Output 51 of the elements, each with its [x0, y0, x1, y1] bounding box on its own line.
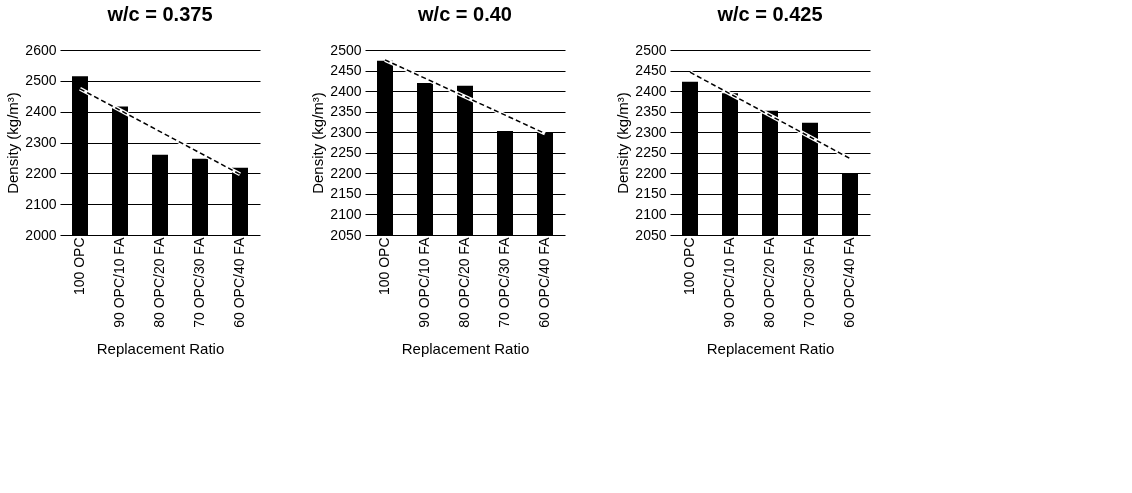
- x-tick-label: 70 OPC/30 FA: [496, 236, 512, 328]
- x-tick-label: 100 OPC: [71, 237, 87, 296]
- y-tick-label: 2100: [330, 205, 362, 222]
- y-axis-title: Density (kg/m³): [614, 92, 632, 194]
- x-tick-label: 100 OPC: [681, 237, 697, 296]
- y-tick-label: 2350: [635, 103, 667, 120]
- y-tick-label: 2200: [330, 164, 362, 181]
- y-tick-label: 2300: [635, 123, 667, 140]
- chart-title: w/c = 0.40: [417, 3, 512, 25]
- x-tick-label: 90 OPC/10 FA: [111, 236, 127, 328]
- x-tick-label: 60 OPC/40 FA: [231, 236, 247, 328]
- x-tick-label: 80 OPC/20 FA: [456, 236, 472, 328]
- y-tick-label: 2000: [25, 226, 57, 243]
- chart-title: w/c = 0.425: [716, 3, 823, 25]
- y-tick-label: 2150: [330, 185, 362, 202]
- y-tick-label: 2050: [635, 226, 667, 243]
- chart-title: w/c = 0.375: [106, 3, 213, 25]
- y-tick-label: 2150: [635, 185, 667, 202]
- x-tick-label: 60 OPC/40 FA: [841, 236, 857, 328]
- y-tick-label: 2400: [635, 82, 667, 99]
- y-tick-label: 2300: [330, 123, 362, 140]
- x-tick-label: 80 OPC/20 FA: [151, 236, 167, 328]
- x-axis-title: Replacement Ratio: [96, 339, 225, 357]
- y-tick-label: 2100: [635, 205, 667, 222]
- y-axis-title: Density (kg/m³): [4, 92, 22, 194]
- x-tick-label: 70 OPC/30 FA: [191, 236, 207, 328]
- y-tick-label: 2350: [330, 103, 362, 120]
- y-tick-label: 2250: [635, 144, 667, 161]
- y-tick-label: 2500: [635, 41, 667, 58]
- y-tick-label: 2600: [25, 41, 57, 58]
- y-tick-label: 2500: [330, 41, 362, 58]
- y-tick-label: 2200: [635, 164, 667, 181]
- y-tick-label: 2450: [330, 62, 362, 79]
- x-tick-label: 90 OPC/10 FA: [721, 236, 737, 328]
- y-tick-label: 2200: [25, 164, 57, 181]
- y-tick-label: 2050: [330, 226, 362, 243]
- x-axis-title: Replacement Ratio: [401, 339, 530, 357]
- y-tick-label: 2250: [330, 144, 362, 161]
- y-tick-label: 2300: [25, 134, 57, 150]
- x-axis-title: Replacement Ratio: [706, 339, 835, 357]
- x-tick-label: 100 OPC: [376, 237, 392, 296]
- y-tick-label: 2400: [330, 82, 362, 99]
- y-tick-label: 2100: [25, 195, 57, 212]
- x-tick-label: 60 OPC/40 FA: [536, 236, 552, 328]
- y-axis-title: Density (kg/m³): [309, 92, 327, 194]
- x-tick-label: 80 OPC/20 FA: [761, 236, 777, 328]
- x-tick-label: 90 OPC/10 FA: [416, 236, 432, 328]
- y-tick-label: 2450: [635, 62, 667, 79]
- y-tick-label: 2500: [25, 72, 57, 89]
- y-tick-label: 2400: [25, 103, 57, 120]
- x-tick-label: 70 OPC/30 FA: [801, 236, 817, 328]
